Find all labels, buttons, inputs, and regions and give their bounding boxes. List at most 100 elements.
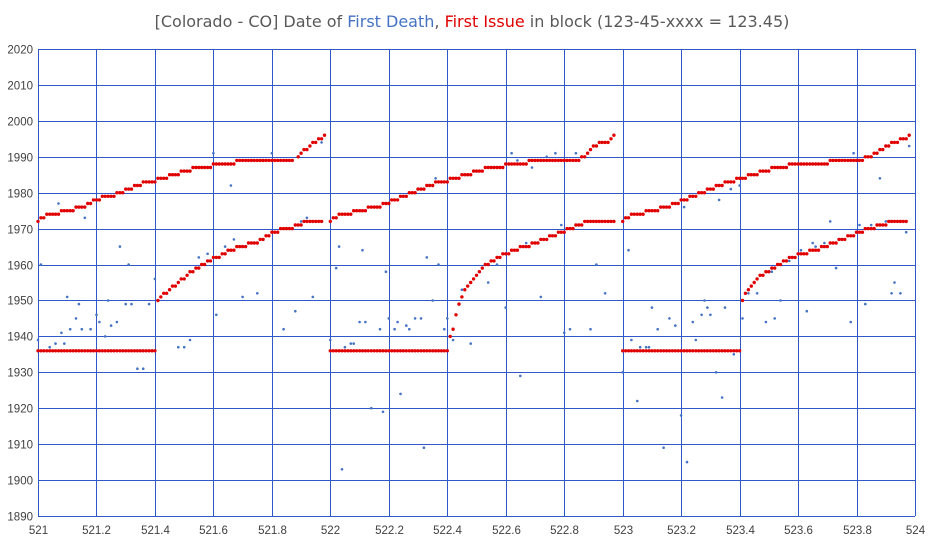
first-issue-point <box>825 244 829 249</box>
first-issue-point <box>276 230 280 234</box>
first-issue-point <box>150 180 154 184</box>
first-death-point <box>627 248 630 252</box>
first-issue-point <box>404 349 408 353</box>
first-issue-point <box>498 255 502 260</box>
first-issue-point <box>480 169 484 173</box>
first-issue-point <box>457 176 461 180</box>
first-issue-point <box>460 173 464 177</box>
first-death-point <box>419 317 423 320</box>
first-issue-point <box>501 165 505 170</box>
first-death-point <box>516 159 519 162</box>
first-death-point <box>63 342 66 345</box>
first-issue-point <box>56 349 61 353</box>
first-issue-point <box>167 173 172 177</box>
first-issue-point <box>606 140 610 145</box>
first-issue-point <box>144 180 148 184</box>
first-issue-point <box>860 158 865 163</box>
x-tick-label: 521.8 <box>258 525 287 537</box>
first-issue-point <box>94 198 99 202</box>
first-issue-point <box>679 198 683 202</box>
first-death-point <box>510 151 513 155</box>
first-issue-point <box>697 349 701 353</box>
first-issue-point <box>729 180 733 184</box>
first-issue-point <box>284 226 289 231</box>
first-death-point <box>89 327 92 331</box>
first-issue-point <box>787 162 791 166</box>
first-issue-point <box>202 262 207 267</box>
first-death-point <box>691 320 695 324</box>
first-death-point <box>904 230 908 234</box>
first-death-point <box>153 277 157 281</box>
first-issue-point <box>162 176 166 180</box>
first-issue-point <box>545 237 549 242</box>
first-death-point <box>413 317 417 320</box>
first-issue-point <box>489 259 493 263</box>
first-issue-point <box>410 349 414 353</box>
first-issue-point <box>661 349 666 353</box>
first-issue-point <box>720 349 724 353</box>
first-issue-point <box>422 187 426 191</box>
first-issue-point <box>71 349 75 353</box>
first-issue-point <box>243 244 248 249</box>
first-issue-point <box>278 226 283 231</box>
first-issue-point <box>343 212 347 216</box>
first-issue-point <box>141 349 145 353</box>
first-issue-point <box>346 349 350 353</box>
first-issue-point <box>492 259 496 263</box>
first-issue-point <box>346 212 350 216</box>
first-death-point <box>884 220 888 223</box>
first-issue-point <box>469 280 473 285</box>
first-issue-point <box>331 349 335 353</box>
first-issue-point <box>705 187 710 191</box>
first-death-point <box>545 155 548 159</box>
first-issue-point <box>369 349 373 353</box>
first-issue-point <box>235 158 239 163</box>
first-issue-point <box>65 209 69 213</box>
first-issue-point <box>363 349 368 353</box>
first-death-point <box>709 313 712 317</box>
first-issue-point <box>463 173 467 177</box>
first-issue-point <box>106 194 110 198</box>
chart-title: [Colorado - CO] Date of First Death, Fir… <box>155 12 790 31</box>
first-death-point <box>115 320 119 324</box>
first-issue-point <box>726 349 730 353</box>
first-issue-point <box>53 212 58 216</box>
first-issue-point <box>571 226 575 231</box>
first-death-point <box>408 327 411 331</box>
first-issue-point <box>796 252 800 256</box>
first-issue-point <box>375 349 379 353</box>
first-issue-point <box>729 349 733 353</box>
y-tick-label: 1890 <box>7 512 33 524</box>
first-issue-point <box>740 176 745 180</box>
first-issue-point <box>115 191 119 195</box>
first-issue-point <box>723 180 727 184</box>
first-issue-point <box>799 252 803 256</box>
first-issue-point <box>714 349 718 353</box>
first-death-point <box>241 295 244 299</box>
first-issue-point <box>509 162 514 166</box>
first-death-point <box>182 345 186 349</box>
first-issue-point <box>68 349 72 353</box>
first-issue-point <box>299 223 303 227</box>
first-issue-point <box>121 191 125 195</box>
first-death-point <box>717 198 721 202</box>
first-issue-point <box>854 230 859 234</box>
first-issue-point <box>778 165 783 170</box>
first-death-point <box>560 223 563 227</box>
first-issue-point <box>840 158 844 163</box>
first-issue-point <box>252 241 256 245</box>
first-death-point <box>106 299 110 302</box>
first-death-point <box>469 342 473 345</box>
first-issue-point <box>39 349 43 353</box>
first-issue-point <box>159 295 163 299</box>
first-issue-point <box>88 349 93 353</box>
first-issue-point <box>746 173 751 177</box>
first-issue-point <box>311 219 315 224</box>
first-issue-point <box>647 349 651 353</box>
first-issue-point <box>83 349 87 353</box>
first-issue-point <box>366 349 370 353</box>
first-death-point <box>621 371 624 374</box>
first-issue-point <box>395 349 400 353</box>
first-issue-point <box>679 349 683 353</box>
first-issue-point <box>697 191 701 195</box>
